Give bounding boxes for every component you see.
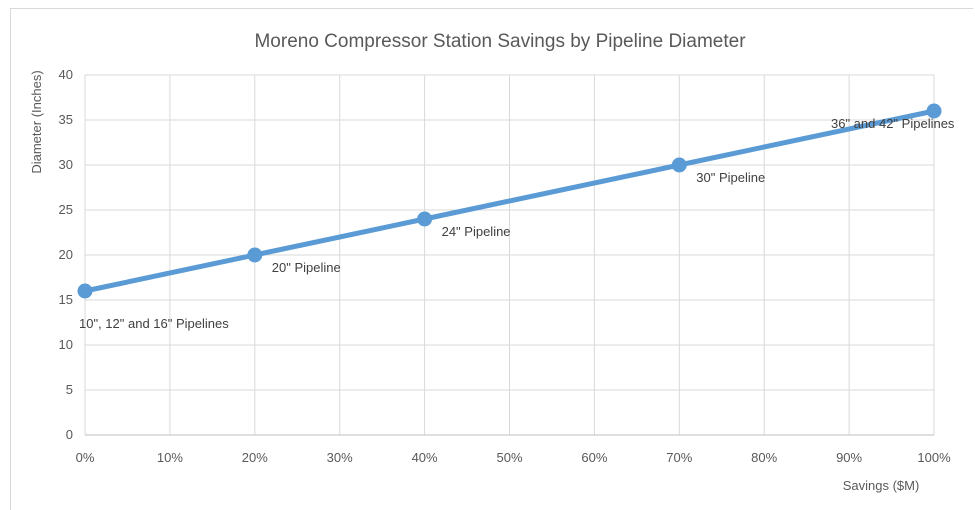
- x-tick-label: 100%: [917, 450, 951, 465]
- y-tick-label: 10: [59, 337, 73, 352]
- x-axis-ticks: 0% 10% 20% 30% 40% 50% 60% 70% 80% 90% 100%: [76, 450, 951, 465]
- data-point: [247, 247, 263, 263]
- chart-frame: [10, 8, 973, 510]
- y-tick-label: 0: [66, 427, 73, 442]
- series-group: [77, 103, 942, 299]
- x-tick-label: 40%: [412, 450, 438, 465]
- x-axis-title: Savings ($M): [843, 478, 920, 493]
- y-axis-title: Diameter (Inches): [29, 70, 44, 173]
- y-tick-label: 40: [59, 67, 73, 82]
- x-tick-label: 60%: [581, 450, 607, 465]
- chart-title: Moreno Compressor Station Savings by Pip…: [254, 31, 746, 52]
- y-tick-label: 5: [66, 382, 73, 397]
- y-tick-label: 25: [59, 202, 73, 217]
- y-tick-label: 30: [59, 157, 73, 172]
- x-tick-label: 50%: [496, 450, 522, 465]
- data-label: 30" Pipeline: [696, 170, 765, 185]
- gridlines: [85, 74, 935, 435]
- y-tick-label: 20: [59, 247, 73, 262]
- data-point: [671, 157, 687, 173]
- y-tick-label: 35: [59, 112, 73, 127]
- axes: [84, 75, 934, 436]
- data-point: [77, 283, 93, 299]
- data-label: 20" Pipeline: [272, 260, 341, 275]
- data-label: 36" and 42" Pipelines: [831, 116, 955, 131]
- data-labels: 10", 12" and 16" Pipelines 20" Pipeline 24…: [79, 116, 955, 331]
- y-tick-label: 15: [59, 292, 73, 307]
- x-tick-label: 20%: [242, 450, 268, 465]
- x-tick-label: 0%: [76, 450, 95, 465]
- x-tick-label: 10%: [157, 450, 183, 465]
- y-axis-ticks: 0 5 10 15 20 25 30 35 40: [59, 67, 73, 442]
- x-tick-label: 80%: [751, 450, 777, 465]
- x-tick-label: 30%: [327, 450, 353, 465]
- data-point: [926, 103, 942, 119]
- x-tick-label: 70%: [666, 450, 692, 465]
- x-tick-label: 90%: [836, 450, 862, 465]
- data-point: [417, 211, 433, 227]
- data-label: 24" Pipeline: [442, 224, 511, 239]
- data-label: 10", 12" and 16" Pipelines: [79, 316, 229, 331]
